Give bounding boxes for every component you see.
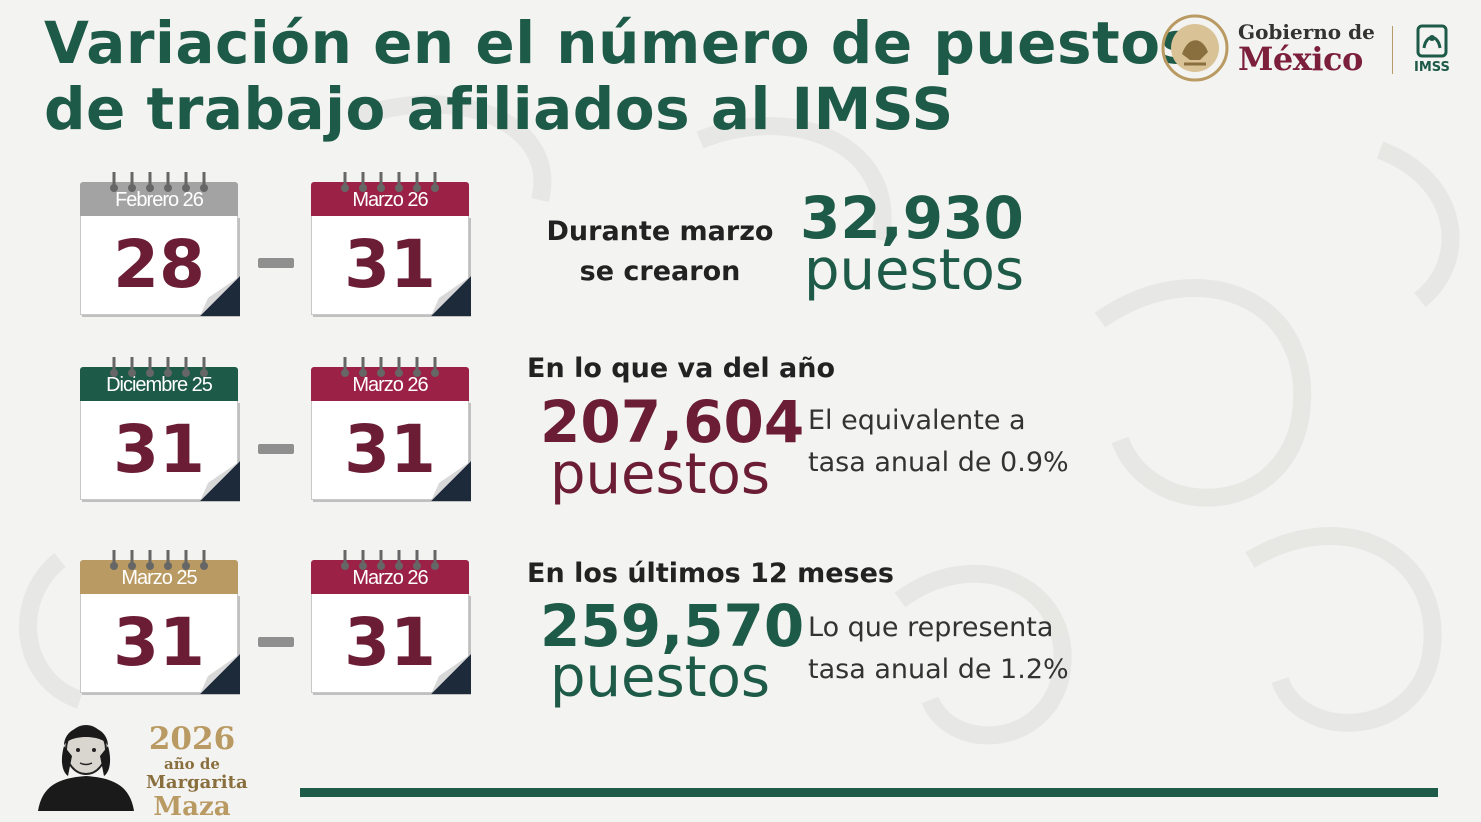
row3-note: Lo que representa tasa anual de 1.2% — [808, 607, 1069, 691]
calendar-month: Diciembre 25 — [80, 367, 238, 401]
page-curl-icon — [431, 276, 471, 316]
binder-rings-icon — [341, 357, 439, 377]
row3-note-line1: Lo que representa — [808, 612, 1054, 643]
row2-label: En lo que va del año — [527, 353, 836, 384]
calendar-to-row1: Marzo 26 31 — [311, 170, 471, 316]
page-curl-icon — [431, 654, 471, 694]
binder-rings-icon — [110, 357, 208, 377]
honoree-last-name: Maza — [153, 792, 231, 822]
row3-label: En los últimos 12 meses — [527, 558, 895, 589]
binder-rings-icon — [110, 172, 208, 192]
row1-value: 32,930 — [800, 184, 1024, 252]
header-logos: Gobierno de México IMSS — [1160, 14, 1460, 84]
imss-logo-text: IMSS — [1414, 60, 1450, 75]
title-line-1: Variación en el número de puestos — [44, 9, 1196, 77]
coat-of-arms-icon — [1161, 14, 1229, 82]
binder-rings-icon — [110, 550, 208, 570]
row1-label-line2: se crearon — [579, 256, 741, 287]
mexico-label: México — [1238, 40, 1363, 78]
page-curl-icon — [200, 276, 240, 316]
calendar-day: 31 — [113, 411, 205, 488]
range-dash — [258, 258, 294, 268]
calendar-from-row3: Marzo 25 31 — [80, 548, 240, 694]
range-dash — [258, 444, 294, 454]
calendar-month: Febrero 26 — [80, 182, 238, 216]
calendar-to-row3: Marzo 26 31 — [311, 548, 471, 694]
calendar-month: Marzo 25 — [80, 560, 238, 594]
row2-note-line1: El equivalente a — [808, 405, 1026, 436]
calendar-day: 31 — [113, 604, 205, 681]
page-curl-icon — [431, 461, 471, 501]
page-curl-icon — [200, 654, 240, 694]
calendar-day: 31 — [344, 411, 436, 488]
honoree-first-name: Margarita — [146, 772, 248, 793]
calendar-day: 31 — [344, 604, 436, 681]
logo-divider — [1392, 26, 1393, 74]
range-dash — [258, 637, 294, 647]
binder-rings-icon — [341, 550, 439, 570]
footer-bar — [300, 788, 1438, 797]
row3-unit: puestos — [549, 645, 771, 710]
calendar-from-row2: Diciembre 25 31 — [80, 355, 240, 501]
calendar-from-row1: Febrero 26 28 — [80, 170, 240, 316]
row2-note-line2: tasa anual de 0.9% — [808, 447, 1069, 478]
row1-label: Durante marzo se crearon — [540, 212, 780, 292]
binder-rings-icon — [341, 172, 439, 192]
row2-unit: puestos — [549, 442, 771, 507]
calendar-month: Marzo 26 — [311, 182, 469, 216]
title-line-2: de trabajo afiliados al IMSS — [44, 75, 954, 143]
page-curl-icon — [200, 461, 240, 501]
row1-label-line1: Durante marzo — [546, 216, 774, 247]
calendar-month: Marzo 26 — [311, 367, 469, 401]
gobierno-label: Gobierno de — [1238, 20, 1375, 44]
row1-unit: puestos — [803, 238, 1025, 303]
row3-note-line2: tasa anual de 1.2% — [808, 654, 1069, 685]
row2-note: El equivalente a tasa anual de 0.9% — [808, 400, 1069, 484]
page-title: Variación en el número de puestos de tra… — [44, 10, 1196, 142]
calendar-day: 31 — [344, 226, 436, 303]
year-subtitle: año de — [164, 755, 220, 773]
year-badge: 2026 año de Margarita Maza — [146, 721, 248, 822]
imss-eagle-icon — [1416, 24, 1448, 58]
row3-value: 259,570 — [540, 592, 805, 660]
row2-value: 207,604 — [540, 388, 805, 456]
year-number: 2026 — [148, 721, 236, 757]
calendar-day: 28 — [113, 226, 205, 303]
calendar-to-row2: Marzo 26 31 — [311, 355, 471, 501]
calendar-month: Marzo 26 — [311, 560, 469, 594]
portrait-illustration — [38, 725, 134, 811]
